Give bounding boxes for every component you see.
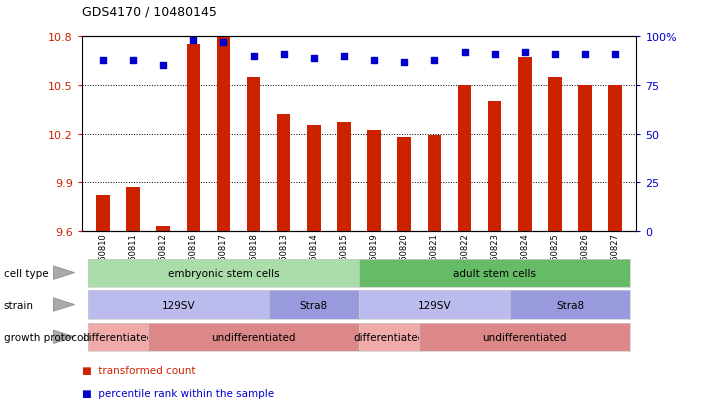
Point xyxy=(308,55,319,62)
Polygon shape xyxy=(53,266,75,280)
Bar xyxy=(368,131,381,231)
Point xyxy=(550,51,561,58)
Bar xyxy=(488,102,501,231)
Text: GDS4170 / 10480145: GDS4170 / 10480145 xyxy=(82,6,217,19)
Text: undifferentiated: undifferentiated xyxy=(483,332,567,342)
Point xyxy=(609,51,621,58)
Text: cell type: cell type xyxy=(4,268,48,278)
Point xyxy=(459,50,470,56)
Text: 129SV: 129SV xyxy=(161,300,195,310)
Text: differentiated: differentiated xyxy=(82,332,154,342)
Point xyxy=(579,51,591,58)
Point xyxy=(97,57,109,64)
Point xyxy=(248,53,260,60)
Bar xyxy=(548,78,562,231)
Text: undifferentiated: undifferentiated xyxy=(211,332,296,342)
Text: strain: strain xyxy=(4,300,33,310)
Point xyxy=(188,38,199,44)
Point xyxy=(338,53,350,60)
Point xyxy=(368,57,380,64)
Bar xyxy=(96,196,109,231)
Text: ■  transformed count: ■ transformed count xyxy=(82,366,196,375)
Point xyxy=(519,50,530,56)
Bar xyxy=(578,86,592,231)
Text: adult stem cells: adult stem cells xyxy=(453,268,536,278)
Point xyxy=(489,51,501,58)
Text: differentiated: differentiated xyxy=(353,332,424,342)
Bar xyxy=(427,136,442,231)
Bar xyxy=(217,37,230,231)
Point xyxy=(429,57,440,64)
Text: Stra8: Stra8 xyxy=(556,300,584,310)
Bar xyxy=(518,58,532,231)
Bar xyxy=(337,123,351,231)
Point xyxy=(218,40,229,46)
Bar xyxy=(247,78,260,231)
Text: growth protocol: growth protocol xyxy=(4,332,86,342)
Text: Stra8: Stra8 xyxy=(300,300,328,310)
Point xyxy=(127,57,139,64)
Bar xyxy=(458,86,471,231)
Polygon shape xyxy=(53,298,75,311)
Bar xyxy=(186,45,200,231)
Text: ■  percentile rank within the sample: ■ percentile rank within the sample xyxy=(82,388,274,398)
Bar xyxy=(307,126,321,231)
Text: embryonic stem cells: embryonic stem cells xyxy=(168,268,279,278)
Bar xyxy=(397,138,411,231)
Bar xyxy=(156,226,170,231)
Bar xyxy=(609,86,622,231)
Point xyxy=(399,59,410,66)
Bar xyxy=(127,188,140,231)
Bar xyxy=(277,115,291,231)
Text: 129SV: 129SV xyxy=(417,300,451,310)
Point xyxy=(157,63,169,70)
Polygon shape xyxy=(53,330,75,344)
Point xyxy=(278,51,289,58)
